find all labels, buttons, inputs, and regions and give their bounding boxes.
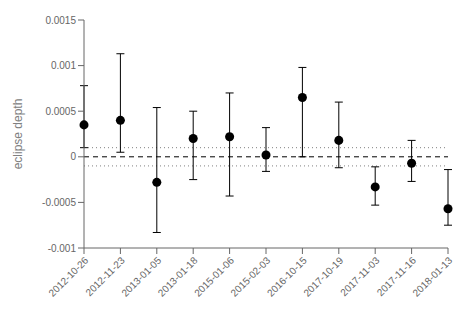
svg-text:2015-02-03: 2015-02-03 (228, 254, 273, 299)
svg-text:eclipse depth: eclipse depth (11, 99, 25, 170)
svg-text:-0.0005: -0.0005 (42, 197, 76, 208)
svg-text:2013-01-05: 2013-01-05 (119, 254, 164, 299)
svg-text:-0.001: -0.001 (48, 243, 77, 254)
svg-text:2017-11-16: 2017-11-16 (374, 254, 418, 299)
svg-text:2016-10-15: 2016-10-15 (264, 254, 309, 299)
svg-text:0.0015: 0.0015 (45, 15, 76, 26)
svg-text:0.001: 0.001 (51, 60, 76, 71)
svg-text:2017-11-03: 2017-11-03 (338, 254, 382, 299)
svg-text:2015-01-06: 2015-01-06 (192, 254, 236, 299)
svg-text:2012-10-26: 2012-10-26 (46, 254, 91, 299)
svg-text:2012-11-23: 2012-11-23 (83, 254, 127, 299)
svg-text:0.0005: 0.0005 (45, 106, 76, 117)
svg-text:2013-01-18: 2013-01-18 (155, 254, 200, 299)
svg-text:2018-01-13: 2018-01-13 (410, 254, 454, 298)
svg-text:0: 0 (70, 151, 76, 162)
svg-text:2017-10-19: 2017-10-19 (301, 254, 346, 299)
